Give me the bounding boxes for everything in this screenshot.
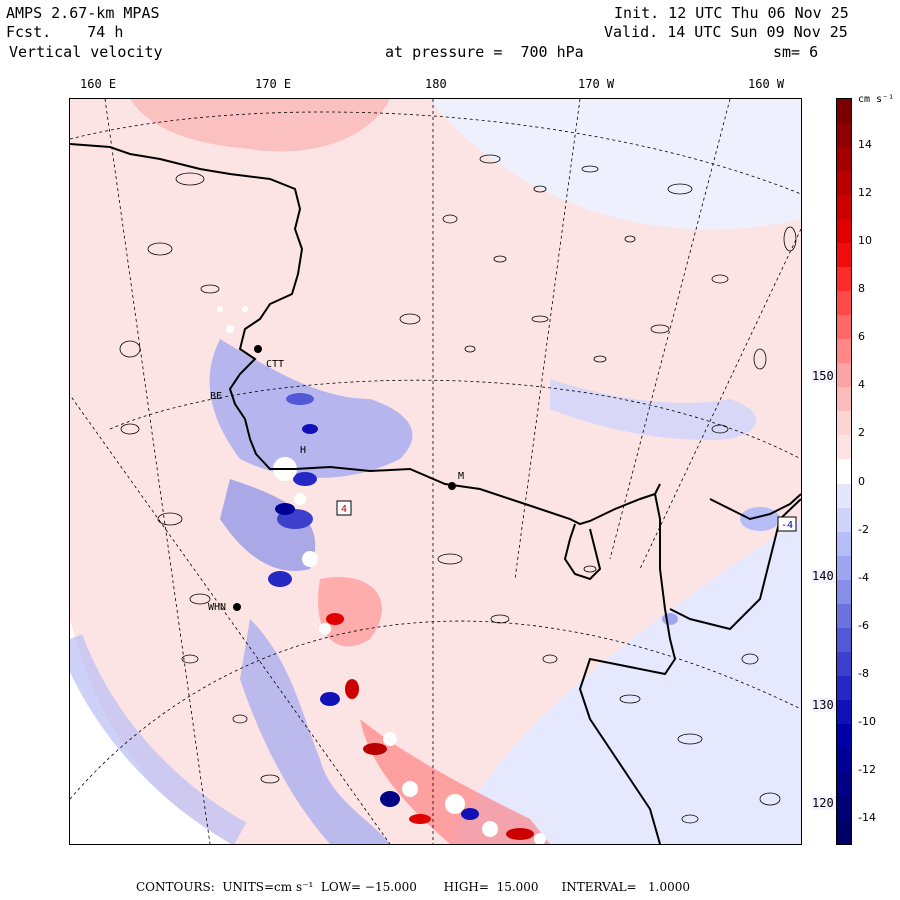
colorbar-segment <box>837 243 851 268</box>
colorbar-segment <box>837 459 851 484</box>
forecast-hour: Fcst. 74 h <box>6 23 124 41</box>
init-time: Init. 12 UTC Thu 06 Nov 25 <box>614 4 849 22</box>
colorbar-segment <box>837 339 851 364</box>
tick-180: 180 <box>425 77 447 91</box>
vertical-velocity-map: 4 -4 <box>70 99 801 844</box>
colorbar-segment <box>837 795 851 821</box>
outside-domain <box>70 619 230 844</box>
colorbar-segment <box>837 603 851 629</box>
colorbar-segment <box>837 675 851 701</box>
ascent-region-north <box>209 339 413 478</box>
graticule <box>70 99 801 844</box>
contour-label-box-blue <box>777 516 797 532</box>
colorbar-segment <box>837 531 851 557</box>
colorbar <box>836 98 852 845</box>
colorbar-tick-label: 0 <box>858 474 865 488</box>
colorbar-segment <box>837 771 851 797</box>
colorbar-segment <box>837 819 851 845</box>
colorbar-segment <box>837 483 851 509</box>
colorbar-segment <box>837 147 851 172</box>
colorbar-tick-label: 8 <box>858 282 865 296</box>
colorbar-tick-label: -6 <box>858 618 869 632</box>
tick-170w: 170 W <box>578 77 615 91</box>
colorbar-segment <box>837 627 851 653</box>
model-title: AMPS 2.67-km MPAS <box>6 4 160 22</box>
contour-label-blue: -4 <box>781 520 793 531</box>
colorbar-segment <box>837 99 851 124</box>
station-label-m: M <box>458 471 465 482</box>
colorbar-segment <box>837 195 851 220</box>
tick-160w: 160 W <box>748 77 785 91</box>
tick-170e: 170 E <box>255 77 292 91</box>
contour-label-box-red <box>336 500 352 516</box>
weak-subsidence-region <box>70 99 801 844</box>
station-label-ctt: CTT <box>266 359 285 370</box>
colorbar-segment <box>837 219 851 244</box>
colorbar-tick-label: 2 <box>858 426 865 440</box>
colorbar-tick-label: -10 <box>858 714 876 728</box>
tick-160e: 160 E <box>80 77 117 91</box>
descent-region-north <box>130 99 390 152</box>
colorbar-segment <box>837 435 851 460</box>
colorbar-segment <box>837 171 851 196</box>
valid-time: Valid. 14 UTC Sun 09 Nov 25 <box>604 23 848 41</box>
colorbar-tick-label: -12 <box>858 762 876 776</box>
station-dot-whn <box>233 603 241 611</box>
station-label-be: BE <box>210 391 223 402</box>
contour-label-red: 4 <box>341 504 347 515</box>
ascent-region-mid <box>220 479 316 571</box>
colorbar-segment <box>837 723 851 749</box>
station-dot-ctt <box>254 345 262 353</box>
colorbar-segment <box>837 699 851 725</box>
colorbar-tick-label: -14 <box>858 810 876 824</box>
colorbar-segment <box>837 651 851 677</box>
colorbar-segment <box>837 315 851 340</box>
colorbar-segment <box>837 267 851 292</box>
ascent-region-east <box>550 379 757 440</box>
smoothing: sm= 6 <box>773 43 819 61</box>
colorbar-tick-label: 10 <box>858 234 872 248</box>
pressure-level: at pressure = 700 hPa <box>385 43 584 61</box>
colorbar-segment <box>837 387 851 412</box>
colorbar-tick-label: 14 <box>858 138 872 152</box>
station-label-h: H <box>300 445 307 456</box>
ocean-calm-region <box>430 99 801 230</box>
colorbar-tick-label: -8 <box>858 666 869 680</box>
field-name: Vertical velocity <box>9 43 163 61</box>
colorbar-segment <box>837 555 851 581</box>
colorbar-segment <box>837 579 851 605</box>
colorbar-segment <box>837 291 851 316</box>
colorbar-tick-label: -2 <box>858 522 869 536</box>
colorbar-tick-label: -4 <box>858 570 869 584</box>
station-markers <box>233 345 456 611</box>
ascent-region-south <box>240 619 390 844</box>
colorbar-tick-label: 12 <box>858 186 872 200</box>
colorbar-segment <box>837 411 851 436</box>
contour-info-footer: CONTOURS: UNITS=cm s⁻¹ LOW= −15.000 HIGH… <box>136 880 691 894</box>
domain-edge-band <box>70 634 247 844</box>
colorbar-tick-label: 6 <box>858 330 865 344</box>
colorbar-segment <box>837 123 851 148</box>
colorbar-tick-label: 4 <box>858 378 865 392</box>
descent-region-south <box>360 719 550 844</box>
colorbar-segment <box>837 507 851 533</box>
colorbar-segment <box>837 363 851 388</box>
colorbar-segment <box>837 747 851 773</box>
colorbar-units: cm s⁻¹ <box>858 94 895 105</box>
coastline <box>70 143 801 844</box>
map-panel: 4 -4 M H CTT BE WHN <box>69 98 802 845</box>
station-label-whn: WHN <box>208 602 227 613</box>
station-dot-m <box>448 482 456 490</box>
contour-cells <box>119 154 797 824</box>
